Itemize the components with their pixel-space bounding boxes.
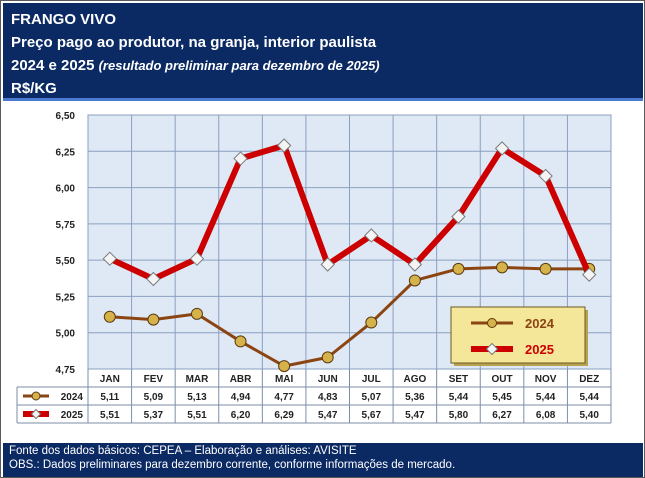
y-tick-label: 5,00 (56, 329, 76, 340)
y-tick-label: 6,00 (56, 184, 76, 195)
data-point-2024 (539, 262, 552, 275)
x-tick-label: MAI (275, 374, 294, 385)
table-series-name: 2025 (61, 410, 84, 421)
table-value-2024: 4,83 (318, 392, 338, 403)
data-point-2024 (496, 261, 509, 274)
table-value-2024: 5,44 (449, 392, 469, 403)
y-tick-label: 6,50 (56, 111, 76, 122)
data-point-2025 (320, 257, 335, 272)
table-value-2024: 5,07 (362, 392, 382, 403)
table-value-2024: 5,11 (100, 392, 119, 403)
x-tick-label: FEV (144, 374, 164, 385)
data-point-2025 (276, 138, 292, 153)
data-point-2025 (407, 257, 423, 272)
x-tick-label: DEZ (579, 374, 599, 385)
data-point-2025 (189, 251, 205, 266)
table-value-2025: 5,47 (318, 410, 338, 421)
legend-box (450, 306, 586, 364)
data-point-2024 (147, 313, 160, 326)
table-value-2025: 5,51 (100, 410, 120, 421)
x-tick-label: JUN (318, 374, 338, 385)
table-value-2024: 5,44 (579, 392, 599, 403)
data-point-2024 (452, 262, 465, 275)
legend-label-2024: 2024 (525, 316, 555, 331)
x-tick-label: MAR (186, 374, 210, 385)
legend-marker-2024 (487, 318, 497, 328)
x-tick-label: JUL (362, 374, 381, 385)
data-point-2025 (233, 151, 248, 166)
table-value-2024: 5,45 (492, 392, 512, 403)
series-line-2024 (109, 265, 590, 368)
legend-marker-2025 (485, 342, 499, 356)
y-tick-label: 6,25 (56, 147, 76, 158)
data-point-2025 (451, 209, 466, 224)
data-point-2025 (364, 228, 379, 243)
table-value-2025: 5,37 (144, 410, 164, 421)
x-tick-label: JAN (100, 374, 120, 385)
table-series-name: 2024 (61, 392, 84, 403)
chart-title: FRANGO VIVO (11, 11, 117, 28)
data-point-2025 (102, 251, 117, 266)
x-tick-label: NOV (535, 374, 557, 385)
x-tick-label: SET (449, 374, 468, 385)
y-tick-label: 5,50 (56, 256, 76, 267)
data-point-2024 (321, 351, 334, 364)
data-point-2024 (103, 310, 116, 323)
data-point-2025 (494, 141, 510, 156)
data-point-2024 (278, 360, 291, 373)
y-tick-label: 5,25 (56, 292, 76, 303)
table-key-marker-2024 (31, 391, 41, 401)
chart-note: (resultado preliminar para dezembro de 2… (98, 58, 380, 73)
legend-label-2025: 2025 (525, 342, 554, 357)
x-tick-label: OUT (491, 374, 512, 385)
table-value-2025: 5,40 (579, 410, 599, 421)
y-tick-label: 5,75 (56, 220, 76, 231)
data-point-2025 (538, 168, 553, 184)
obs-text: OBS.: Dados preliminares para dezembro c… (9, 459, 456, 471)
y-tick-label: 4,75 (56, 365, 76, 376)
table-value-2024: 5,13 (187, 392, 207, 403)
chart-subtitle: Preço pago ao produtor, na granja, inter… (11, 34, 377, 51)
table-value-2025: 5,80 (449, 410, 469, 421)
series-line-2025 (108, 142, 592, 283)
table-value-2025: 6,27 (492, 410, 512, 421)
x-tick-label: AGO (403, 374, 426, 385)
line-chart: 4,75 5,00 5,25 5,50 5,75 6,00 6,25 6,50 JAN FEV MA… (16, 111, 612, 424)
data-point-2025 (146, 271, 161, 287)
data-point-2025 (582, 267, 597, 282)
chart-header: FRANGO VIVO Preço pago ao produtor, na g… (3, 3, 643, 101)
table-value-2024: 4,77 (274, 392, 294, 403)
table-value-2024: 5,09 (144, 392, 164, 403)
table-value-2024: 5,36 (405, 392, 425, 403)
source-text: Fonte dos dados básicos: CEPEA – Elabora… (9, 445, 357, 457)
chart-years: 2024 e 2025 (11, 57, 95, 74)
table-key-marker-2025 (30, 408, 42, 420)
table-value-2025: 6,20 (231, 410, 251, 421)
table-value-2025: 6,08 (536, 410, 556, 421)
table-value-2024: 5,44 (536, 392, 556, 403)
chart-years-line: 2024 e 2025 (resultado preliminar para d… (11, 54, 635, 77)
data-point-2024 (234, 335, 247, 348)
data-point-2024 (408, 274, 421, 287)
data-point-2024 (365, 316, 378, 329)
chart-unit: R$/KG (11, 80, 57, 97)
x-tick-label: ABR (230, 374, 252, 385)
table-value-2025: 6,29 (274, 410, 294, 421)
chart-footer: Fonte dos dados básicos: CEPEA – Elabora… (3, 443, 643, 477)
table-value-2025: 5,67 (362, 410, 382, 421)
table-value-2024: 4,94 (231, 392, 251, 403)
table-value-2025: 5,51 (187, 410, 207, 421)
table-value-2025: 5,47 (405, 410, 425, 421)
data-point-2024 (190, 307, 203, 320)
plot-area-wrapper: 4,75 5,00 5,25 5,50 5,75 6,00 6,25 6,50 JAN FEV MA… (3, 102, 643, 442)
